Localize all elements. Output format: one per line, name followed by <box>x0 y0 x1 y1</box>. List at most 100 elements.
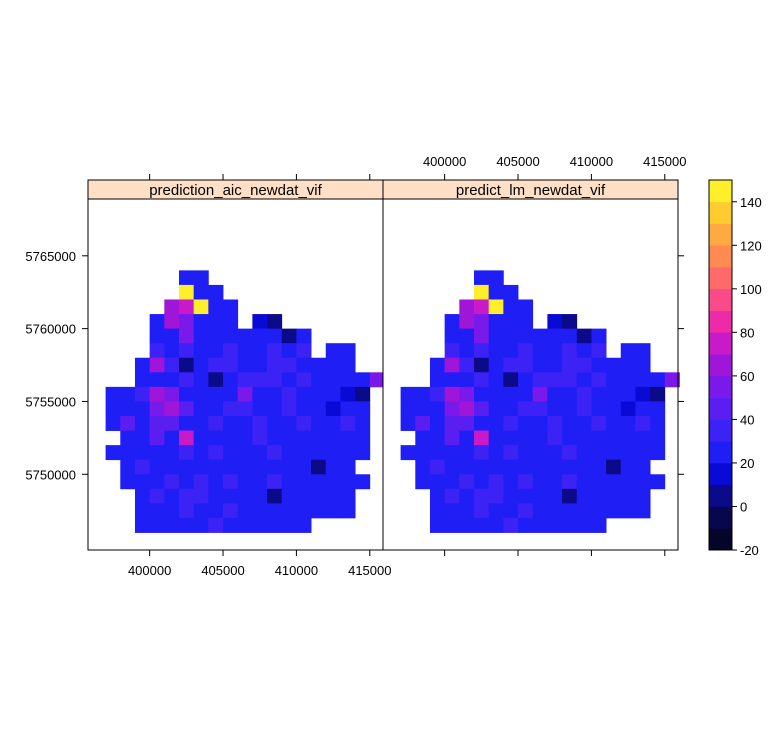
heatmap-cell <box>576 474 592 490</box>
heatmap-cell <box>532 372 548 388</box>
heatmap-cell <box>311 459 327 475</box>
heatmap-cell <box>650 430 666 446</box>
heatmap-cell <box>474 299 490 315</box>
heatmap-cell <box>415 474 431 490</box>
heatmap-cell <box>562 328 578 344</box>
heatmap-cell <box>503 430 519 446</box>
heatmap-cell <box>532 445 548 461</box>
panel-predict-lm <box>382 198 680 551</box>
heatmap-cell <box>237 328 253 344</box>
heatmap-cell <box>532 488 548 504</box>
heatmap-cell <box>120 416 136 431</box>
heatmap-cell <box>562 474 578 490</box>
heatmap-cell <box>296 503 312 519</box>
heatmap-cell <box>474 430 490 446</box>
heatmap-cell <box>325 430 341 446</box>
heatmap-cell <box>281 517 297 533</box>
heatmap-cell <box>400 416 416 431</box>
heatmap-cell <box>193 372 209 388</box>
heatmap-cell <box>503 459 519 475</box>
heatmap-cell <box>149 416 165 431</box>
colorkey-tick-label: 100 <box>740 282 762 297</box>
heatmap-cell <box>606 459 622 475</box>
colorkey-band <box>709 180 732 203</box>
heatmap-cell <box>267 314 283 330</box>
heatmap-cell <box>281 357 297 373</box>
heatmap-cell <box>429 488 446 504</box>
heatmap-cell <box>237 517 253 533</box>
heatmap-cell <box>193 517 209 533</box>
heatmap-cell <box>518 488 534 504</box>
heatmap-cell <box>179 343 195 359</box>
heatmap-cell <box>635 416 651 431</box>
heatmap-cell <box>193 430 209 446</box>
heatmap-cell <box>620 343 636 359</box>
heatmap-cell <box>267 445 283 461</box>
heatmap-cell <box>267 430 283 446</box>
heatmap-cell <box>620 474 636 490</box>
heatmap-cell <box>400 401 416 417</box>
heatmap-cell <box>547 401 563 417</box>
heatmap-cell <box>459 488 475 504</box>
heatmap-cell <box>518 386 534 402</box>
heatmap-cell <box>591 445 607 461</box>
heatmap-cell <box>415 445 431 461</box>
heatmap-cell <box>488 314 504 330</box>
heatmap-cell <box>576 328 592 344</box>
heatmap-cell <box>518 430 534 446</box>
heatmap-cell <box>208 503 224 519</box>
heatmap-cell <box>281 401 297 417</box>
heatmap-cell <box>208 386 224 402</box>
heatmap-cell <box>208 416 224 431</box>
heatmap-cell <box>518 517 534 533</box>
heatmap-cell <box>252 386 268 402</box>
heatmap-cell <box>296 474 312 490</box>
heatmap-cell <box>281 386 297 402</box>
heatmap-cell <box>164 357 180 373</box>
heatmap-cell <box>576 459 592 475</box>
heatmap-cell <box>208 357 224 373</box>
heatmap-cell <box>208 474 224 490</box>
heatmap-cell <box>415 459 431 475</box>
heatmap-cell <box>503 445 519 461</box>
heatmap-cell <box>296 517 312 533</box>
heatmap-cell <box>120 445 136 461</box>
heatmap-cell <box>591 488 607 504</box>
heatmap-cell <box>179 459 195 475</box>
heatmap-cell <box>474 474 490 490</box>
heatmap-cell <box>606 445 622 461</box>
heatmap-cell <box>193 343 209 359</box>
heatmap-cell <box>532 343 548 359</box>
x-tick-label-bottom: 410000 <box>275 563 318 578</box>
heatmap-cell <box>252 430 268 446</box>
heatmap-cell <box>547 314 563 330</box>
heatmap-cell <box>562 386 578 402</box>
heatmap-cell <box>208 299 224 315</box>
heatmap-cell <box>120 474 136 490</box>
heatmap-cell <box>591 343 607 359</box>
heatmap-cell <box>606 372 622 388</box>
heatmap-cell <box>237 343 253 359</box>
heatmap-cell <box>134 401 151 417</box>
heatmap-cell <box>620 503 636 519</box>
heatmap-cell <box>620 372 636 388</box>
heatmap-cell <box>459 357 475 373</box>
heatmap-cell <box>503 517 519 533</box>
heatmap-cell <box>532 503 548 519</box>
y-tick-label: 5760000 <box>25 322 76 337</box>
heatmap-cell <box>459 314 475 330</box>
heatmap-cell <box>164 517 180 533</box>
colorkey-band <box>709 245 732 268</box>
heatmap-cell <box>474 459 490 475</box>
heatmap-cell <box>474 503 490 519</box>
heatmap-cell <box>340 372 356 388</box>
heatmap-cell <box>518 314 534 330</box>
heatmap-cell <box>606 401 622 417</box>
heatmap-cell <box>193 445 209 461</box>
heatmap-cell <box>635 488 651 504</box>
y-tick-label: 5765000 <box>25 249 76 264</box>
heatmap-cell <box>547 488 563 504</box>
heatmap-cell <box>532 386 548 402</box>
heatmap-cell <box>252 314 268 330</box>
